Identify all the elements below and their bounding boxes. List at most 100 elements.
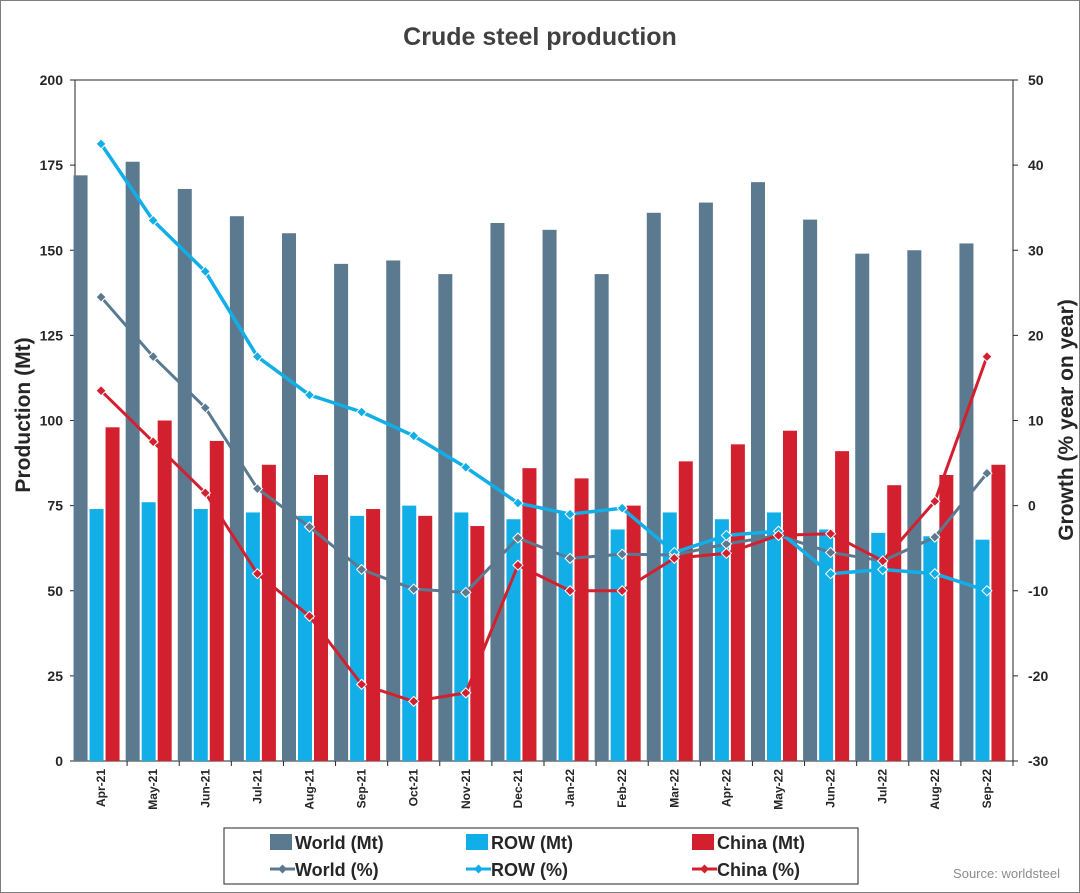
bar-china-mt-sep-21 (366, 509, 381, 761)
bar-world-mt-jan-22 (542, 229, 557, 761)
right-tick-label: 0 (1028, 498, 1036, 514)
line-row-point-jun-21 (199, 265, 211, 278)
legend-marker-1 (474, 864, 483, 874)
bar-china-mt-apr-21 (105, 427, 120, 761)
bar-row-mt-nov-21 (454, 512, 469, 761)
legend: World (Mt) ROW (Mt) China (Mt) World (%) ROW… (223, 827, 859, 885)
right-tick-label: -10 (1028, 583, 1048, 599)
bar-china-mt-nov-21 (470, 526, 485, 761)
bar-row-mt-mar-22 (662, 512, 677, 761)
left-axis-label: Production (Mt) (12, 337, 35, 492)
line-china-point-dec-21 (512, 559, 524, 571)
legend-box (223, 827, 859, 885)
line-row-point-nov-21 (460, 461, 472, 474)
legend-label-bar-2: China (Mt) (717, 833, 805, 853)
right-tick-label: -30 (1028, 753, 1048, 769)
line-china-point-jul-22 (877, 555, 889, 567)
bar-world-mt-may-21 (125, 161, 140, 762)
line-row-point-aug-21 (303, 389, 316, 401)
line-row-point-may-21 (147, 214, 159, 227)
bar-china-mt-may-21 (157, 420, 172, 761)
bar-china-mt-aug-22 (939, 474, 954, 761)
right-tick-label: -20 (1028, 668, 1048, 684)
bar-china-mt-jul-21 (261, 464, 276, 761)
bar-world-mt-oct-21 (386, 260, 401, 761)
line-china (100, 356, 989, 703)
line-world-point-sep-22 (981, 467, 993, 479)
line-world-point-aug-21 (303, 521, 316, 533)
bar-world-mt-sep-21 (334, 263, 349, 761)
x-tick-label: Apr-21 (94, 769, 108, 807)
line-row-point-jun-22 (824, 568, 837, 580)
line-world-point-dec-21 (512, 532, 524, 544)
x-tick-label: Sep-21 (355, 769, 369, 809)
line-row-point-dec-21 (512, 497, 524, 509)
left-tick-label: 150 (40, 242, 64, 258)
right-tick-label: 30 (1028, 242, 1044, 258)
x-tick-label: May-21 (146, 769, 160, 810)
line-row-point-jan-22 (564, 508, 576, 520)
line-china-point-feb-22 (616, 585, 628, 597)
x-tick-label: Mar-22 (667, 769, 681, 808)
left-tick-label: 125 (40, 327, 64, 343)
x-tick-label: Sep-22 (980, 769, 994, 809)
line-china-point-aug-21 (303, 610, 316, 622)
line-china-point-apr-22 (720, 547, 733, 560)
line-world-point-jun-22 (824, 546, 837, 559)
line-world-point-nov-21 (460, 586, 472, 599)
x-tick-label: Jun-22 (824, 769, 838, 808)
bar-row-mt-may-22 (767, 512, 781, 761)
x-tick-label: Jun-21 (198, 769, 212, 808)
bar-row-mt-jan-22 (558, 512, 573, 761)
line-row (99, 142, 988, 593)
right-axis-label: Growth (% year on year) (1055, 299, 1078, 541)
line-world-point-jan-22 (564, 552, 576, 565)
line-china-point-sep-21 (355, 678, 368, 691)
chart-title: Crude steel production (403, 23, 677, 51)
left-tick-label: 75 (47, 498, 63, 514)
line-row-point-jul-21 (251, 350, 264, 363)
right-tick-label: 10 (1028, 413, 1044, 429)
bar-china-mt-may-22 (783, 430, 797, 761)
legend-swatch-0 (270, 834, 292, 850)
bar-world-mt-aug-21 (282, 233, 296, 762)
line-china-point-nov-21 (460, 687, 472, 699)
x-tick-label: Jul-21 (250, 769, 264, 804)
bar-world-mt-nov-21 (438, 274, 453, 761)
x-tick-label: Dec-21 (511, 769, 525, 809)
bar-china-mt-jun-22 (835, 451, 850, 761)
line-china-point-aug-22 (929, 495, 941, 508)
bar-china-mt-apr-22 (730, 444, 745, 761)
legend-label-line-1: ROW (%) (491, 860, 568, 880)
x-tick-label: Jul-22 (876, 769, 890, 804)
legend-label-bar-0: World (Mt) (295, 833, 384, 853)
x-tick-label: Jan-22 (563, 769, 577, 807)
bar-row-mt-oct-21 (402, 505, 417, 761)
bar-china-mt-jun-21 (209, 440, 224, 761)
line-row-point-feb-22 (616, 502, 628, 514)
line-china-point-may-22 (772, 529, 785, 542)
line-china-point-jun-22 (824, 528, 837, 540)
bar-row-mt-jul-22 (871, 532, 886, 761)
line-china-point-mar-22 (668, 552, 680, 565)
right-tick-label: 40 (1028, 157, 1044, 173)
bar-world-mt-jul-22 (855, 253, 870, 761)
bar-row-mt-jun-21 (193, 509, 208, 761)
bar-row-mt-apr-21 (89, 509, 104, 761)
bar-world-mt-apr-21 (73, 175, 88, 762)
bar-world-mt-aug-22 (907, 250, 922, 761)
left-tick-label: 200 (40, 72, 64, 88)
legend-label-bar-1: ROW (Mt) (491, 833, 573, 853)
line-china-point-apr-21 (95, 384, 107, 397)
line-world-point-apr-21 (95, 291, 107, 303)
bar-row-mt-aug-21 (298, 515, 312, 761)
bar-row-mt-apr-22 (714, 519, 729, 761)
bar-world-mt-sep-22 (959, 243, 974, 761)
x-tick-label: Aug-22 (928, 769, 942, 810)
line-china-point-may-21 (147, 436, 159, 448)
left-tick-label: 175 (40, 157, 64, 173)
legend-swatch-1 (466, 834, 488, 850)
x-tick-label: Apr-22 (719, 769, 733, 807)
x-tick-label: Nov-21 (459, 769, 473, 809)
